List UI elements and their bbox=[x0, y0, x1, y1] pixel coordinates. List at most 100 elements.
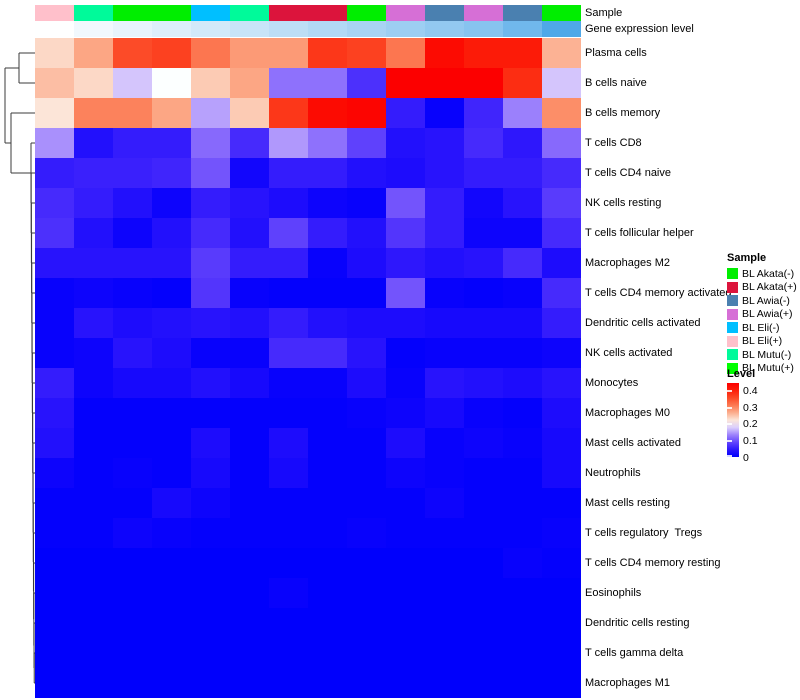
heatmap-cell bbox=[152, 68, 191, 98]
heatmap-cell bbox=[347, 338, 386, 368]
heatmap-cell bbox=[386, 248, 425, 278]
heatmap-cell bbox=[74, 518, 113, 548]
heatmap-cell bbox=[425, 368, 464, 398]
sample-legend-item: BL Mutu(+) bbox=[727, 362, 800, 376]
heatmap-cell bbox=[503, 578, 542, 608]
heatmap-cell bbox=[152, 518, 191, 548]
row-label: Macrophages M2 bbox=[585, 257, 670, 269]
heatmap-cell bbox=[35, 668, 74, 698]
heatmap-cell bbox=[542, 428, 581, 458]
heatmap-cell bbox=[191, 98, 230, 128]
level-tick-label: 0.2 bbox=[743, 418, 758, 431]
level-legend-title: Level bbox=[727, 368, 756, 380]
heatmap-cell bbox=[230, 668, 269, 698]
heatmap-cell bbox=[425, 128, 464, 158]
heatmap-cell bbox=[269, 458, 308, 488]
heatmap-cell bbox=[230, 398, 269, 428]
heatmap-cell bbox=[542, 68, 581, 98]
heatmap-cell bbox=[152, 338, 191, 368]
heatmap-cell bbox=[152, 548, 191, 578]
heatmap-cell bbox=[464, 398, 503, 428]
heatmap-cell bbox=[35, 248, 74, 278]
heatmap-cell bbox=[464, 608, 503, 638]
heatmap-cell bbox=[425, 608, 464, 638]
heatmap-cell bbox=[113, 98, 152, 128]
legend-color-swatch bbox=[727, 362, 738, 374]
heatmap-cell bbox=[425, 428, 464, 458]
heatmap-cell bbox=[425, 278, 464, 308]
level-legend: Level 0.4 0.3 0.2 0.1 0 bbox=[727, 368, 797, 463]
sample-annotation-cell bbox=[230, 5, 269, 21]
heatmap-cell bbox=[386, 38, 425, 68]
heatmap-cell bbox=[74, 38, 113, 68]
heatmap-cell bbox=[35, 98, 74, 128]
sample-annotation-cell bbox=[542, 5, 581, 21]
heatmap-cell bbox=[269, 398, 308, 428]
heatmap-cell bbox=[464, 578, 503, 608]
sample-annotation-cell bbox=[386, 5, 425, 21]
sample-annotation-cell bbox=[425, 5, 464, 21]
legend-color-swatch bbox=[727, 335, 738, 347]
heatmap-cell bbox=[386, 188, 425, 218]
row-label: T cells CD4 memory resting bbox=[585, 557, 721, 569]
heatmap-cell bbox=[542, 368, 581, 398]
level-tick-label: 0.4 bbox=[743, 384, 758, 397]
sample-legend-item: BL Awia(+) bbox=[727, 308, 800, 322]
legend-color-swatch bbox=[727, 322, 738, 334]
heatmap-cell bbox=[542, 578, 581, 608]
row-label: B cells memory bbox=[585, 107, 661, 119]
heatmap-cell bbox=[464, 668, 503, 698]
heatmap-cell bbox=[152, 458, 191, 488]
heatmap-cell bbox=[503, 308, 542, 338]
heatmap-cell bbox=[113, 368, 152, 398]
legend-color-swatch bbox=[727, 268, 738, 280]
heatmap-cell bbox=[269, 518, 308, 548]
heatmap-cell bbox=[230, 98, 269, 128]
sample-annotation-cell bbox=[152, 5, 191, 21]
legend-item-label: BL Eli(-) bbox=[742, 321, 780, 334]
level-tick-notch bbox=[727, 455, 732, 457]
heatmap-cell bbox=[425, 158, 464, 188]
heatmap-cell bbox=[542, 458, 581, 488]
heatmap-cell bbox=[386, 638, 425, 668]
heatmap-cell bbox=[542, 218, 581, 248]
legend-color-swatch bbox=[727, 281, 738, 293]
heatmap-cell bbox=[425, 638, 464, 668]
row-label: T cells CD8 bbox=[585, 137, 642, 149]
legend-item-label: BL Mutu(-) bbox=[742, 348, 792, 361]
heatmap-cell bbox=[308, 488, 347, 518]
heatmap-cell bbox=[308, 518, 347, 548]
legend-item-label: BL Mutu(+) bbox=[742, 362, 794, 375]
heatmap-cell bbox=[542, 38, 581, 68]
heatmap-cell bbox=[308, 158, 347, 188]
heatmap-cell bbox=[269, 668, 308, 698]
heatmap-cell bbox=[191, 368, 230, 398]
heatmap-cell bbox=[347, 188, 386, 218]
heatmap-cell bbox=[503, 518, 542, 548]
heatmap-cell bbox=[503, 428, 542, 458]
heatmap-cell bbox=[386, 458, 425, 488]
heatmap-cell bbox=[542, 668, 581, 698]
row-label: Macrophages M1 bbox=[585, 677, 670, 689]
row-label: Eosinophils bbox=[585, 587, 642, 599]
heatmap-cell bbox=[152, 38, 191, 68]
heatmap-cell bbox=[191, 428, 230, 458]
heatmap-cell bbox=[230, 548, 269, 578]
heatmap-cell bbox=[542, 548, 581, 578]
heatmap-cell bbox=[74, 158, 113, 188]
expression-annotation-cell bbox=[74, 21, 113, 37]
heatmap-cell bbox=[308, 368, 347, 398]
heatmap-cell bbox=[269, 98, 308, 128]
heatmap-cell bbox=[35, 428, 74, 458]
legend-color-swatch bbox=[727, 295, 738, 307]
heatmap-cell bbox=[230, 608, 269, 638]
row-label: Monocytes bbox=[585, 377, 639, 389]
heatmap-cell bbox=[347, 38, 386, 68]
heatmap-cell bbox=[113, 128, 152, 158]
heatmap-cell bbox=[191, 248, 230, 278]
heatmap-cell bbox=[542, 308, 581, 338]
heatmap-cell bbox=[35, 368, 74, 398]
heatmap-cell bbox=[269, 248, 308, 278]
heatmap-cell bbox=[542, 188, 581, 218]
heatmap-cell bbox=[464, 248, 503, 278]
